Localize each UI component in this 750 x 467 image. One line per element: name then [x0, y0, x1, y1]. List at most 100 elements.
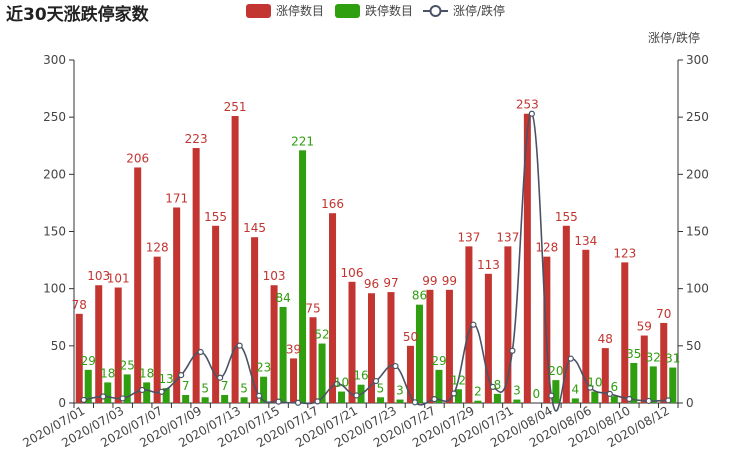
- bar-down: [84, 369, 92, 403]
- ratio-point: [548, 392, 555, 399]
- bar-up: [426, 289, 434, 403]
- bar-up: [212, 225, 220, 403]
- ratio-point: [158, 388, 165, 395]
- legend-marker-2: [429, 5, 442, 17]
- bar-down: [454, 389, 462, 403]
- bar-down: [396, 399, 404, 403]
- bar-up-label: 137: [496, 230, 519, 244]
- y-tick-label: 250: [43, 110, 66, 124]
- bar-up-label: 253: [516, 98, 539, 112]
- ratio-point: [587, 384, 594, 391]
- bar-down: [260, 376, 268, 403]
- ratio-point: [197, 348, 204, 356]
- y2-tick-label: 150: [686, 225, 709, 239]
- bar-up: [231, 116, 239, 404]
- ratio-point: [275, 398, 282, 405]
- bar-up-label: 48: [598, 332, 613, 346]
- bar-down-label: 4: [572, 382, 580, 396]
- bar-down-label: 12: [451, 373, 466, 387]
- bar-up: [309, 317, 317, 403]
- bar-up: [290, 358, 298, 403]
- bar-down-label: 0: [533, 387, 541, 401]
- bar-down: [474, 400, 482, 403]
- ratio-point: [294, 399, 302, 406]
- bar-up: [504, 246, 512, 403]
- bar-down-label: 25: [120, 358, 135, 372]
- bar-down-label: 31: [665, 352, 680, 366]
- bar-down: [571, 398, 579, 403]
- bar-down-label: 3: [396, 384, 404, 398]
- bar-up-label: 101: [107, 272, 130, 286]
- bar-down-label: 3: [513, 384, 521, 398]
- bar-down: [221, 394, 229, 403]
- ratio-point: [489, 383, 497, 390]
- bar-up-label: 106: [341, 266, 364, 280]
- bar-down: [182, 394, 190, 403]
- bar-down: [123, 374, 131, 403]
- bar-up-label: 99: [442, 274, 457, 288]
- legend-label-1: 跌停数目: [365, 3, 413, 18]
- right-axis-label: 涨停/跌停: [648, 30, 700, 45]
- bar-up-label: 75: [305, 301, 320, 315]
- bar-up: [95, 285, 103, 403]
- bar-up: [173, 207, 181, 403]
- ratio-point: [372, 377, 380, 385]
- ratio-point: [314, 398, 321, 405]
- bar-down-label: 18: [100, 366, 115, 380]
- ratio-point: [217, 374, 224, 381]
- bar-down-label: 2: [474, 385, 482, 399]
- bar-down: [143, 382, 151, 403]
- bar-up-label: 134: [574, 234, 597, 248]
- bar-up-label: 78: [72, 298, 87, 312]
- bar-down-label: 10: [334, 376, 349, 390]
- legend-swatch-0: [246, 4, 271, 18]
- bar-down-label: 13: [159, 372, 174, 386]
- ratio-point: [139, 386, 146, 394]
- bar-up-label: 137: [457, 230, 480, 244]
- bar-up-label: 145: [243, 221, 266, 235]
- legend-label-0: 涨停数目: [276, 3, 324, 18]
- bar-down-label: 32: [646, 350, 661, 364]
- bar-down: [630, 362, 638, 403]
- bar-down-label: 8: [494, 378, 502, 392]
- bar-up-label: 103: [263, 269, 286, 283]
- bar-down-label: 86: [412, 289, 427, 303]
- y-tick-label: 50: [51, 339, 66, 353]
- bar-up: [192, 148, 200, 403]
- bar-down-label: 5: [377, 381, 385, 395]
- y-tick-label: 200: [43, 167, 66, 181]
- bar-up: [134, 167, 142, 403]
- ratio-point: [80, 396, 87, 404]
- y-tick-label: 150: [43, 225, 66, 239]
- chart-title: 近30天涨跌停家数: [6, 4, 150, 25]
- ratio-point: [411, 399, 419, 406]
- bar-up: [251, 237, 259, 403]
- ratio-point: [392, 362, 399, 370]
- bar-up: [387, 292, 395, 403]
- bar-up-label: 103: [87, 269, 110, 283]
- legend-swatch-1: [335, 4, 360, 18]
- ratio-line: [83, 112, 669, 412]
- bar-down: [552, 380, 560, 403]
- bar-down-label: 5: [201, 381, 209, 395]
- bar-down: [493, 393, 501, 403]
- bar-down: [415, 304, 423, 403]
- bar-up: [621, 262, 629, 403]
- bar-down-label: 10: [587, 376, 602, 390]
- y2-tick-label: 250: [686, 110, 709, 124]
- bar-up-label: 128: [535, 241, 558, 255]
- ratio-point: [119, 395, 126, 402]
- ratio-point: [509, 347, 516, 354]
- ratio-point: [353, 392, 360, 399]
- bar-down-label: 6: [610, 380, 618, 394]
- bar-up: [153, 256, 161, 403]
- y2-tick-label: 200: [686, 167, 709, 181]
- bar-up: [660, 322, 668, 403]
- bar-down-label: 18: [139, 366, 154, 380]
- bar-up-label: 50: [403, 330, 418, 344]
- bar-up: [114, 287, 122, 403]
- bar-up-label: 39: [286, 342, 301, 356]
- ratio-point: [100, 393, 107, 400]
- legend-label-2: 涨停/跌停: [453, 3, 505, 18]
